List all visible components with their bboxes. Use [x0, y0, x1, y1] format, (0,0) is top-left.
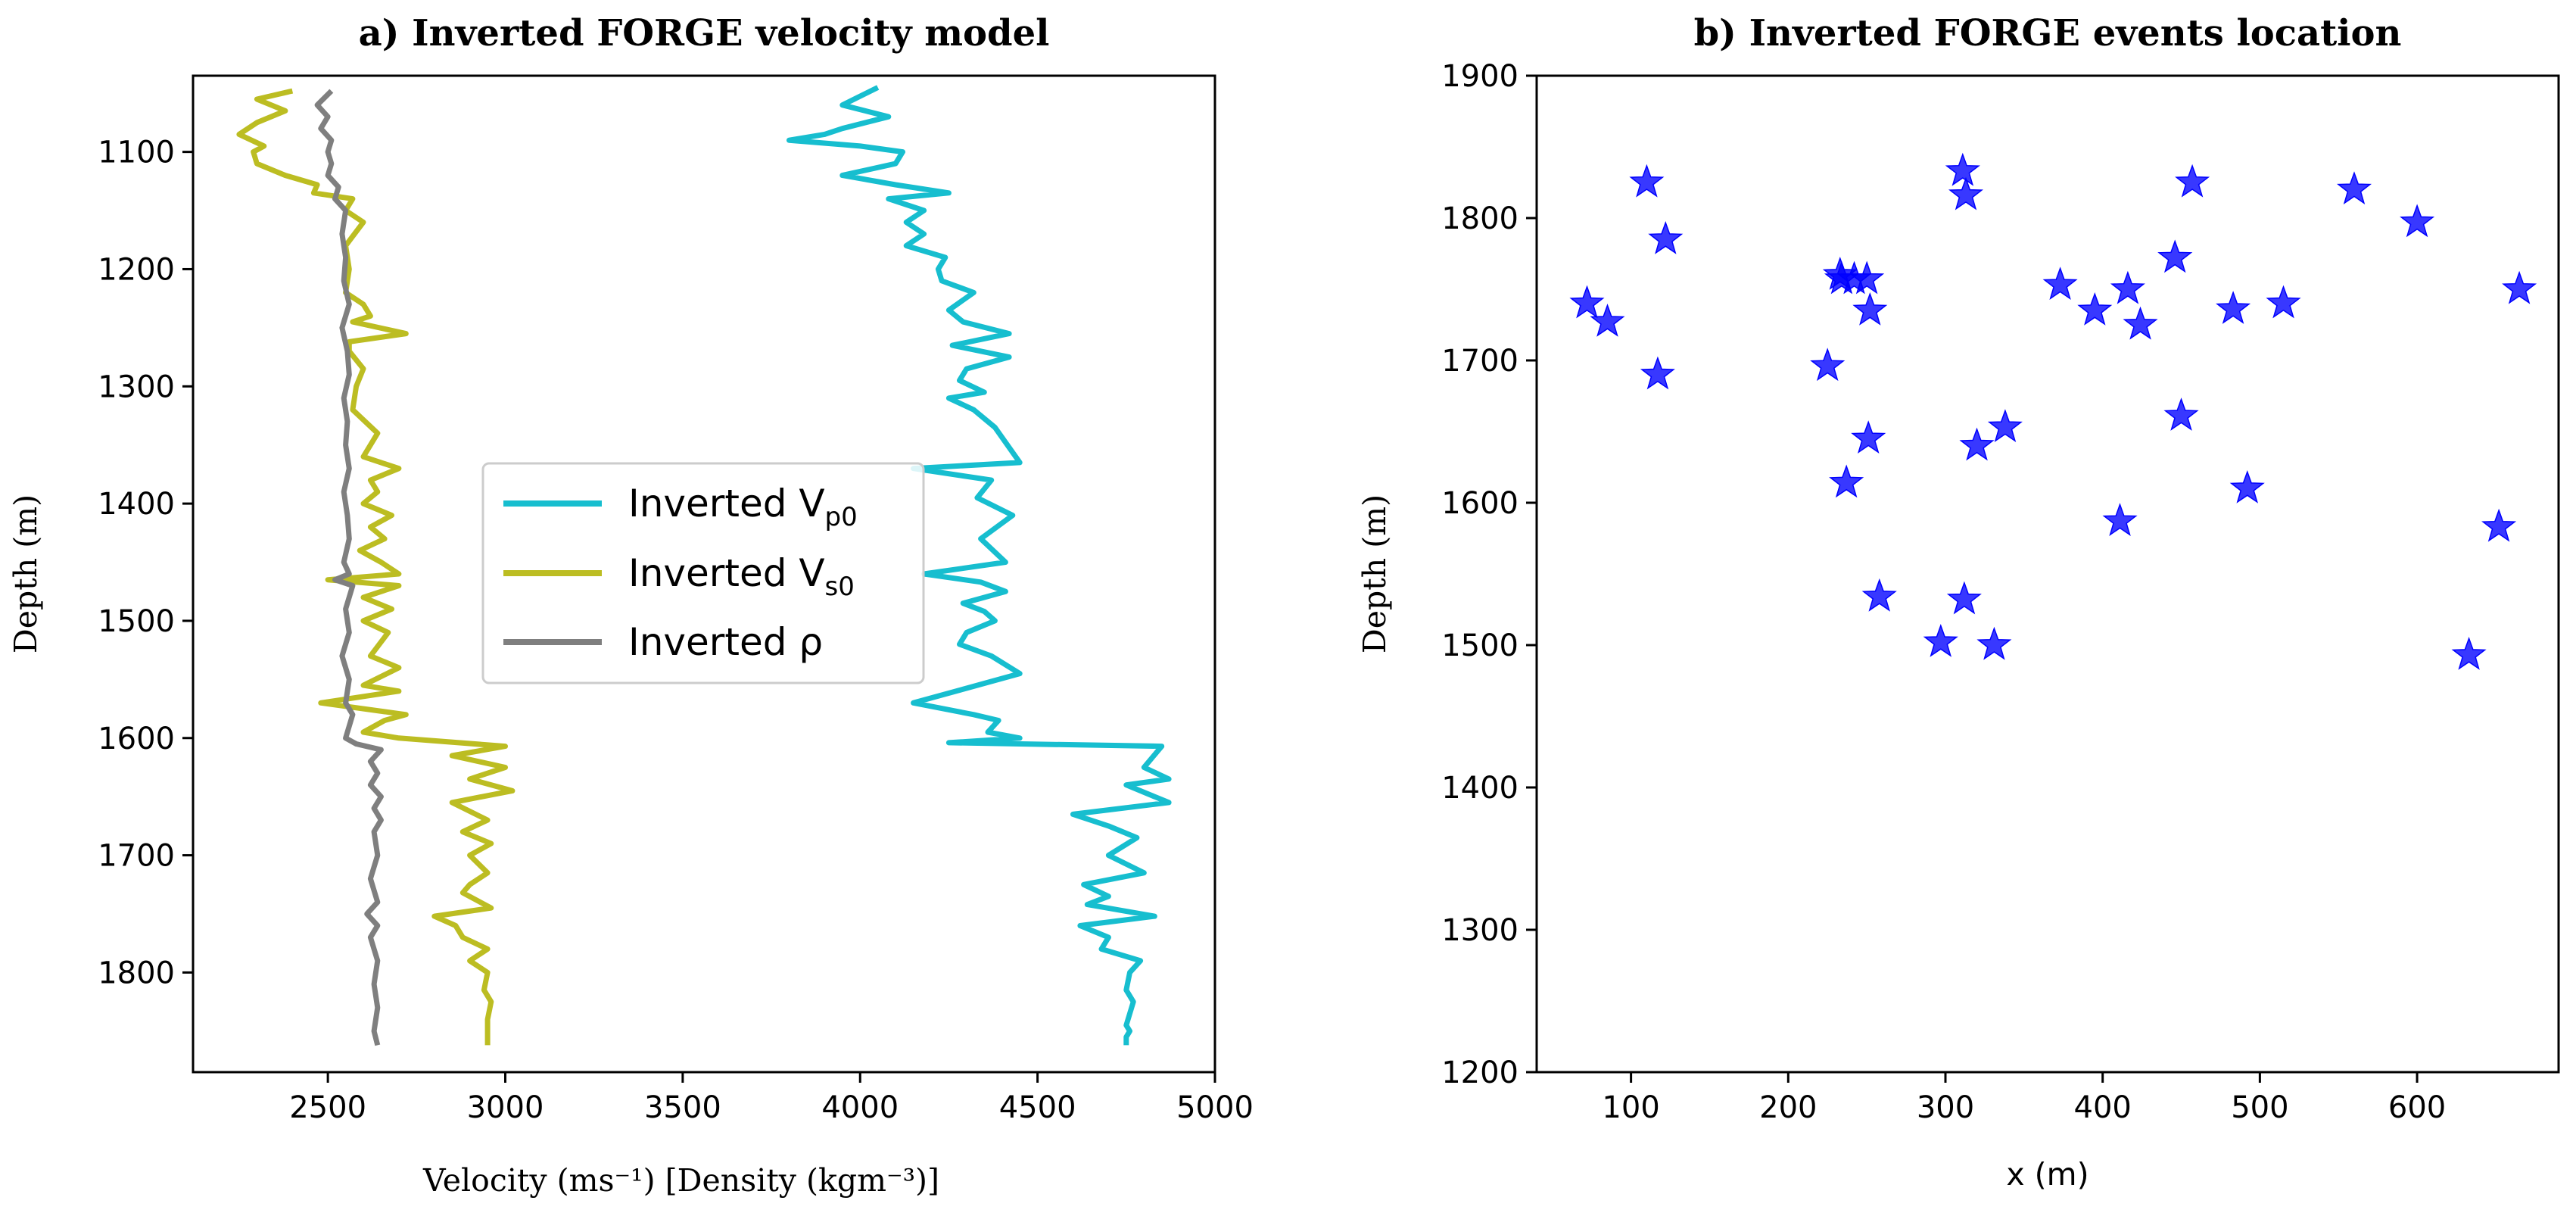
y-tick-label: 1200	[98, 252, 175, 287]
y-tick-label: 1200	[1441, 1055, 1519, 1090]
legend-label-vs0: Inverted Vs0	[628, 551, 855, 602]
event-star	[2077, 292, 2113, 326]
velocity-model-panel: a) Inverted FORGE velocity model 2500 300…	[8, 12, 1254, 1199]
x-tick-label: 100	[1602, 1090, 1659, 1125]
x-tick-label: 400	[2074, 1090, 2132, 1125]
y-tick-label: 1300	[1441, 913, 1519, 948]
event-star	[1810, 348, 1846, 382]
y-tick-label: 1700	[1441, 344, 1519, 379]
event-star	[1590, 303, 1625, 337]
event-star	[2042, 267, 2078, 300]
event-star	[1648, 220, 1684, 254]
y-tick-label: 1300	[98, 369, 175, 404]
x-tick-label: 5000	[1176, 1090, 1254, 1125]
event-star	[1829, 464, 1864, 498]
velocity-legend: Inverted Vp0 Inverted Vs0 Inverted ρ	[481, 462, 925, 684]
x-tick-label: 3000	[467, 1090, 544, 1125]
y-tick-label: 1100	[98, 136, 175, 170]
event-star	[2123, 306, 2158, 340]
y-tick-label: 1800	[98, 956, 175, 990]
y-tick-label: 1900	[1441, 59, 1519, 94]
y-tick-label: 1800	[1441, 201, 1519, 236]
event-star	[2481, 508, 2517, 542]
velocity-y-axis-label: Depth (m)	[8, 494, 44, 653]
y-tick-label: 1500	[98, 604, 175, 639]
legend-box	[481, 462, 925, 684]
events-scatter-group	[1569, 152, 2537, 670]
velocity-x-ticks: 2500 3000 3500 4000 4500 5000	[289, 1072, 1254, 1125]
events-x-axis-label: x (m)	[2006, 1156, 2089, 1193]
event-star	[1946, 581, 1982, 615]
y-tick-label: 1500	[1441, 628, 1519, 663]
event-star	[2337, 171, 2372, 204]
event-star	[1629, 164, 1665, 198]
event-star	[1959, 427, 1995, 461]
event-star	[2102, 503, 2138, 537]
y-tick-label: 1600	[98, 722, 175, 756]
event-star	[2451, 636, 2487, 670]
event-star	[1861, 578, 1897, 612]
event-star	[2229, 469, 2265, 504]
series-line-0	[787, 85, 1172, 1046]
x-tick-label: 3500	[644, 1090, 721, 1125]
event-star	[2157, 239, 2193, 273]
events-location-panel: b) Inverted FORGE events location 100 200…	[1357, 12, 2560, 1193]
event-star	[1945, 152, 1980, 186]
event-star	[1987, 409, 2023, 442]
event-star	[1923, 623, 1958, 657]
legend-label-vp0: Inverted Vp0	[628, 482, 858, 532]
events-y-axis-label: Depth (m)	[1357, 494, 1393, 653]
x-tick-label: 300	[1917, 1090, 1974, 1125]
series-line-2	[314, 89, 384, 1046]
event-star	[1569, 285, 1605, 319]
event-star	[2502, 270, 2537, 304]
velocity-x-axis-label: Velocity (ms⁻¹) [Density (kgm⁻³)]	[422, 1162, 939, 1199]
events-plot-frame	[1535, 74, 2560, 1074]
events-x-ticks: 100 200 300 400 500 600	[1602, 1072, 2446, 1125]
y-tick-label: 1700	[98, 839, 175, 874]
event-star	[2163, 398, 2199, 431]
x-tick-label: 200	[1759, 1090, 1817, 1125]
x-tick-label: 4000	[821, 1090, 899, 1125]
x-tick-label: 500	[2231, 1090, 2288, 1125]
event-star	[2110, 270, 2145, 304]
event-star	[1849, 260, 1885, 295]
velocity-series-group	[236, 85, 1172, 1046]
event-star	[2400, 204, 2435, 238]
events-y-ticks: 1200 1300 1400 1500 1600 1700 1800 1900	[1441, 59, 1537, 1090]
y-tick-label: 1600	[1441, 486, 1519, 521]
events-panel-title: b) Inverted FORGE events location	[1694, 12, 2402, 55]
event-star	[1852, 292, 1888, 326]
event-star	[1976, 626, 2012, 660]
event-star	[2175, 164, 2210, 198]
legend-label-rho: Inverted ρ	[628, 620, 823, 664]
velocity-y-ticks: 1100 1200 1300 1400 1500 1600 1700 1800	[98, 136, 193, 990]
event-star	[1851, 420, 1886, 454]
y-tick-label: 1400	[98, 487, 175, 522]
event-star	[1640, 356, 1675, 390]
velocity-panel-title: a) Inverted FORGE velocity model	[359, 12, 1050, 55]
x-tick-label: 4500	[999, 1090, 1076, 1125]
y-tick-label: 1400	[1441, 771, 1519, 806]
event-star	[2216, 291, 2251, 324]
velocity-plot-frame	[192, 74, 1216, 1074]
x-tick-label: 600	[2388, 1090, 2446, 1125]
event-star	[2266, 285, 2301, 319]
series-line-1	[236, 88, 516, 1046]
event-star	[1948, 176, 1983, 210]
x-tick-label: 2500	[289, 1090, 366, 1125]
